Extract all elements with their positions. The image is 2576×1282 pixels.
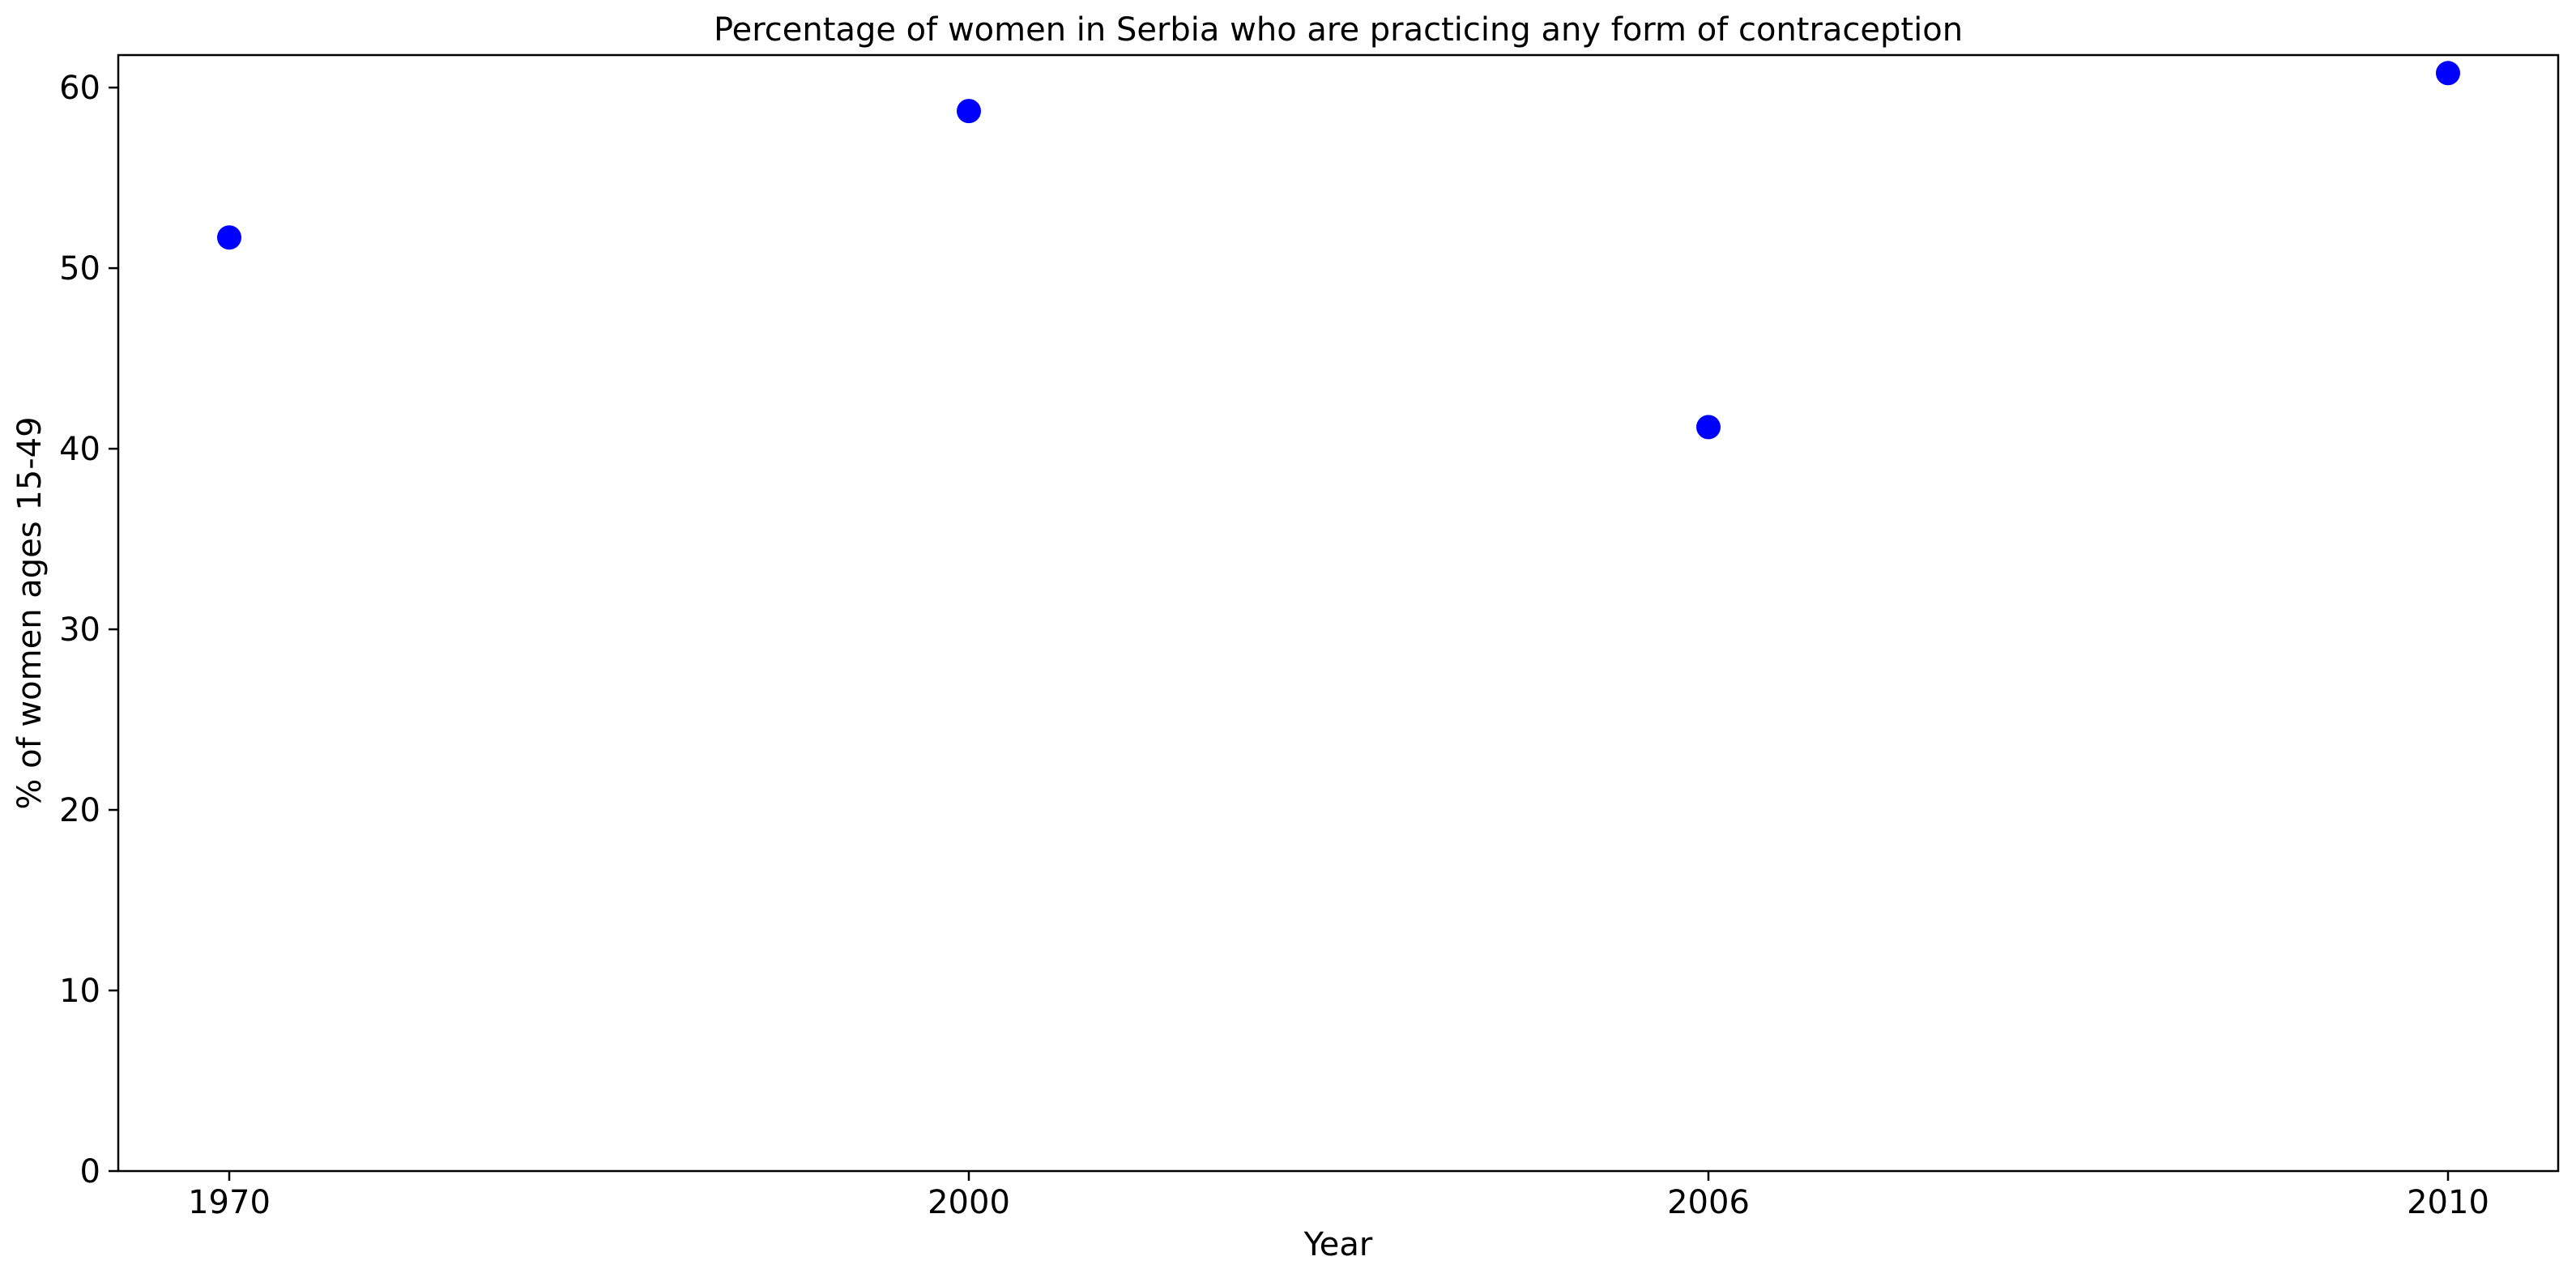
- data-point: [2436, 61, 2460, 86]
- x-axis-label: Year: [1303, 1226, 1373, 1263]
- plot-area-frame: [117, 53, 2560, 1173]
- x-tick-label: 2010: [2407, 1184, 2489, 1221]
- y-tick-label: 20: [59, 792, 100, 829]
- y-tick-label: 30: [59, 611, 100, 649]
- y-tick-label: 40: [59, 431, 100, 468]
- x-axis-ticks: 1970 2000 2006 2010: [188, 1171, 2489, 1221]
- y-axis-label: % of women ages 15-49: [11, 416, 49, 809]
- x-tick-label: 2000: [928, 1184, 1010, 1221]
- data-point: [217, 225, 241, 250]
- data-point: [957, 99, 981, 124]
- y-tick-label: 50: [59, 250, 100, 287]
- y-tick-label: 0: [80, 1153, 100, 1190]
- x-tick-label: 2006: [1667, 1184, 1750, 1221]
- y-tick-label: 10: [59, 973, 100, 1010]
- y-tick-label: 60: [59, 70, 100, 107]
- data-points: [217, 61, 2460, 440]
- chart-title: Percentage of women in Serbia who are pr…: [714, 11, 1963, 49]
- x-tick-label: 1970: [188, 1184, 271, 1221]
- y-axis-ticks: 0 10 20 30 40 50 60: [59, 70, 118, 1190]
- data-point: [1696, 415, 1721, 440]
